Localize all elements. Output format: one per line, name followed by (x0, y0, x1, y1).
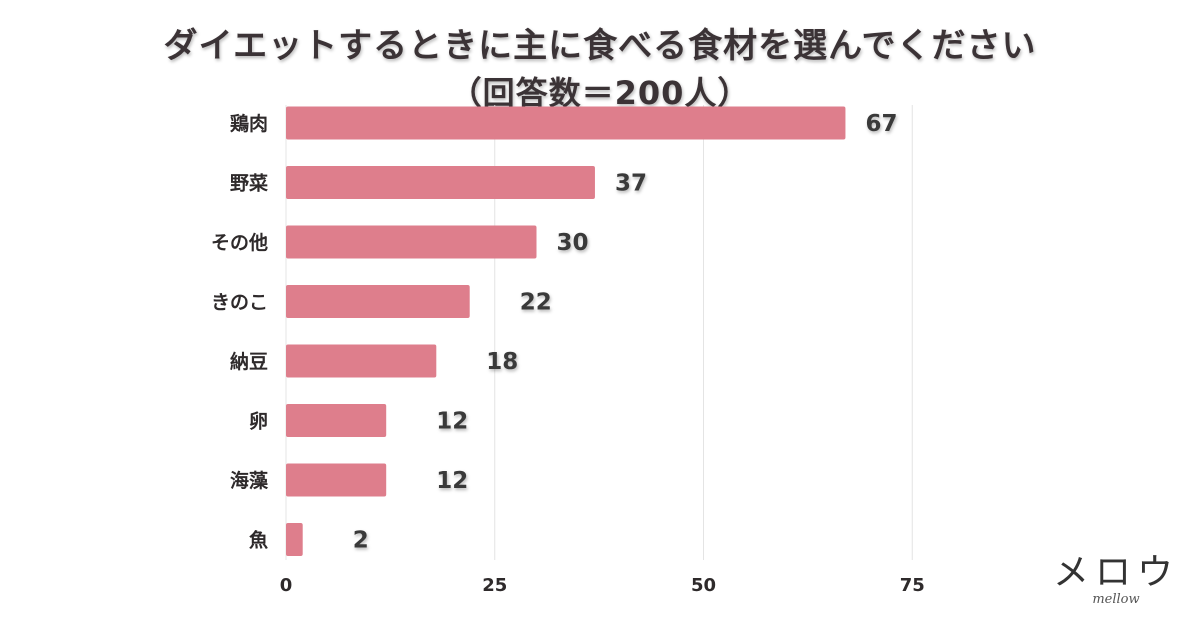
bar (286, 523, 303, 556)
category-label: きのこ (211, 292, 268, 314)
bar (286, 106, 846, 140)
value-label: 22 (520, 290, 552, 316)
category-label: 納豆 (230, 350, 268, 373)
bar (286, 285, 470, 318)
bar (286, 344, 437, 378)
category-label: その他 (211, 231, 268, 254)
category-label: 卵 (249, 410, 268, 433)
brand-tagline: mellow (1092, 592, 1140, 607)
bar (286, 463, 387, 497)
bars (286, 106, 846, 556)
chart-subtitle: （回答数＝200人） (449, 74, 751, 112)
category-label: 鶏肉 (230, 112, 268, 135)
brand-logo: メロウ mellow (1052, 552, 1180, 607)
value-label: 2 (353, 528, 369, 554)
value-label: 30 (557, 230, 589, 256)
x-tick-label: 75 (900, 575, 925, 596)
chart-title: ダイエットするときに主に食べる食材を選んでください (163, 26, 1037, 66)
value-label: 12 (436, 409, 468, 435)
bar (286, 166, 595, 199)
bar (286, 404, 387, 437)
category-label: 海藻 (230, 469, 269, 492)
x-tick-label: 0 (280, 575, 293, 596)
x-tick-label: 50 (691, 575, 716, 596)
value-label: 67 (865, 111, 897, 137)
x-tick-label: 25 (482, 575, 507, 596)
bar (286, 225, 537, 259)
value-labels: 67 37 30 22 18 12 12 2 (353, 111, 898, 554)
value-label: 18 (486, 349, 518, 375)
brand-logo-text: メロウ (1052, 552, 1179, 593)
value-label: 12 (436, 468, 468, 494)
category-label: 魚 (249, 529, 268, 552)
category-label: 野菜 (230, 172, 268, 195)
value-label: 37 (615, 171, 647, 197)
x-tick-labels: 0 25 50 75 (280, 575, 925, 596)
